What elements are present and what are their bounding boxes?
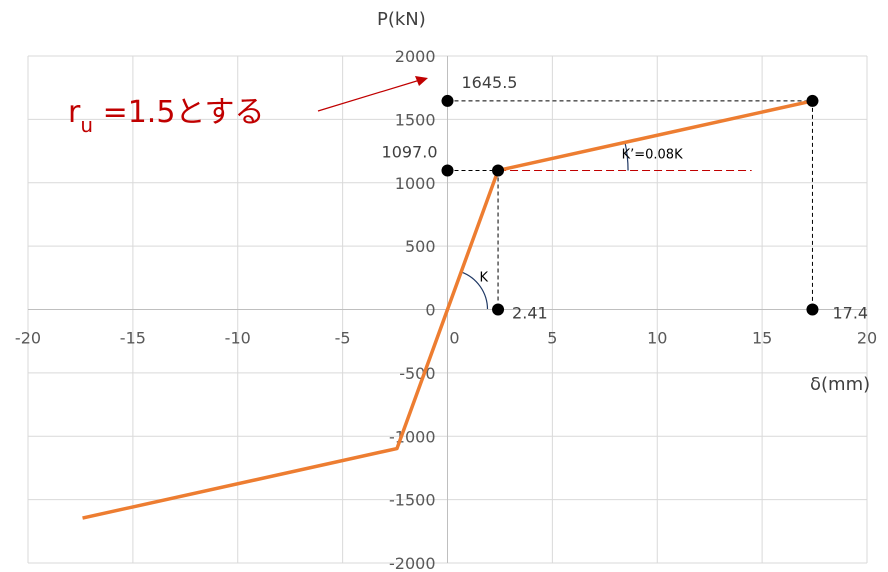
x-tick-label: -10 [225, 329, 251, 348]
x-tick-label: 15 [752, 329, 772, 348]
data-point [492, 303, 505, 316]
label-peak-disp: 17.4 [832, 304, 868, 323]
y-tick-label: -500 [399, 364, 435, 383]
y-tick-label: -1500 [389, 491, 436, 510]
data-point [806, 94, 819, 107]
data-point [806, 303, 819, 316]
x-tick-label: 0 [449, 329, 459, 348]
k-angle-arc [460, 271, 489, 310]
y-tick-label: 2000 [395, 47, 436, 66]
label-peak-load: 1645.5 [462, 73, 518, 92]
y-tick-label: 500 [405, 237, 436, 256]
x-tick-label: 20 [857, 329, 877, 348]
annotation-arrow [317, 79, 421, 112]
y-tick-label: 1000 [395, 174, 436, 193]
reference-lines [447, 100, 813, 310]
x-tick-label: -5 [335, 329, 351, 348]
y-axis-title: P(kN) [377, 9, 426, 30]
label-k2: K’=0.08K [622, 147, 683, 162]
annotation-main: ru =1.5とする [68, 95, 265, 137]
x-tick-label: 10 [647, 329, 667, 348]
y-tick-label: 0 [425, 301, 435, 320]
data-point [441, 94, 454, 107]
label-yield-disp: 2.41 [512, 304, 548, 323]
annotation: ru =1.5とする [68, 76, 428, 137]
label-yield-load: 1097.0 [382, 142, 438, 161]
x-tick-label: 5 [547, 329, 557, 348]
series-line [82, 99, 813, 520]
data-point [492, 164, 505, 177]
x-tick-label: -20 [15, 329, 41, 348]
x-axis-title: δ(mm) [810, 374, 870, 395]
y-tick-label: -1000 [389, 427, 436, 446]
markers [441, 94, 819, 316]
y-tick-label: 1500 [395, 110, 436, 129]
label-k: K [480, 271, 489, 286]
x-tick-label: -15 [120, 329, 146, 348]
labels: 1645.5 1097.0 2.41 17.4 K K’=0.08K [382, 73, 869, 323]
series [82, 99, 813, 520]
annotation-arrowhead [415, 76, 428, 86]
data-point [441, 164, 454, 177]
y-tick-label: -2000 [389, 554, 436, 572]
